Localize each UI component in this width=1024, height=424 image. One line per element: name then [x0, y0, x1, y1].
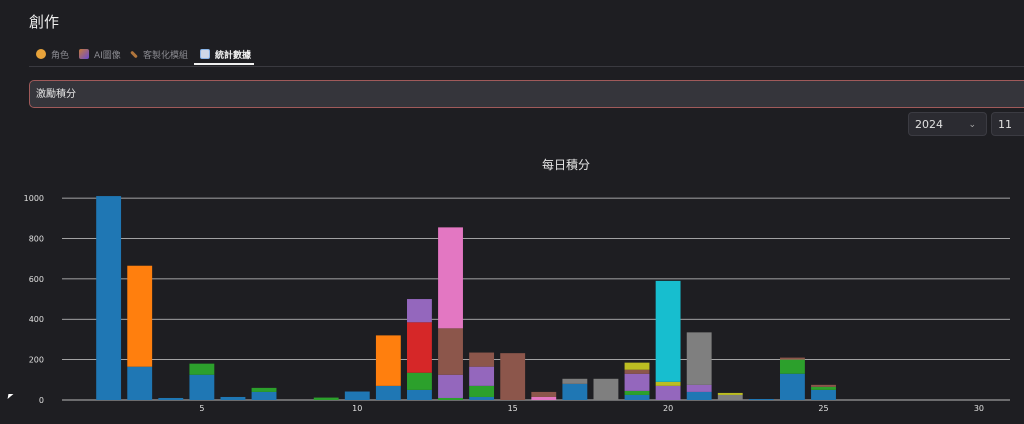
bar-segment: [655, 385, 681, 400]
bar-segment: [407, 389, 432, 400]
bar-segment: [748, 398, 774, 400]
y-tick-label: 600: [29, 275, 44, 284]
picture-icon: [79, 49, 89, 59]
tab-statistics[interactable]: 統計數據: [200, 44, 251, 64]
bar-segment: [189, 374, 215, 400]
bar-segment: [251, 391, 277, 400]
x-tick-label: 5: [199, 404, 204, 413]
bar-segment: [811, 386, 836, 390]
bar-segment: [313, 397, 339, 400]
bar-segment: [407, 372, 432, 390]
x-tick-label: 20: [663, 404, 673, 413]
bar-segment: [593, 378, 619, 400]
bar-segment: [624, 373, 650, 391]
tab-ai-image[interactable]: AI圖像: [79, 44, 121, 64]
bar-segment: [717, 392, 743, 395]
bar-segment: [779, 359, 805, 374]
bar-segment: [686, 384, 712, 392]
bar-segment: [220, 396, 246, 400]
tab-label: 客製化模組: [143, 50, 189, 61]
bar-segment: [127, 265, 153, 367]
bar-segment: [531, 396, 557, 400]
bar-segment: [438, 374, 463, 398]
year-value: 2024: [915, 118, 943, 131]
y-axis: 0 200 400 600 800 1000: [24, 194, 44, 405]
bar-segment: [469, 385, 495, 397]
bar-segment: [624, 362, 650, 370]
bar-segment: [500, 353, 526, 400]
bar-segment: [469, 396, 495, 400]
daily-points-chart: 每日積分 5 10 15 20 25 30 0 200 400 600 800 1000: [24, 157, 1010, 413]
bar-segment: [686, 332, 712, 385]
bar-segment: [779, 357, 805, 360]
bar-segment: [407, 322, 432, 373]
y-tick-label: 200: [29, 356, 44, 365]
bar-segment: [127, 366, 153, 400]
x-axis: 5 10 15 20 25 30: [199, 404, 984, 413]
y-tick-label: 400: [29, 315, 44, 324]
bar-segment: [438, 328, 463, 375]
bar-segment: [407, 299, 432, 323]
chart-bars: [96, 196, 836, 400]
bar-segment: [717, 394, 743, 400]
bar-segment: [624, 394, 650, 400]
bar-segment: [811, 389, 836, 400]
tab-label: AI圖像: [94, 50, 121, 61]
bar-segment: [375, 385, 401, 400]
x-tick-label: 15: [508, 404, 518, 413]
bar-segment: [562, 378, 588, 384]
month-select[interactable]: 11: [991, 112, 1024, 136]
x-tick-label: 10: [352, 404, 362, 413]
chart-grid: [62, 197, 1010, 401]
tab-custom-module[interactable]: 客製化模組: [130, 44, 188, 64]
bar-segment: [438, 397, 463, 400]
chart-icon: [200, 49, 210, 59]
bar-segment: [438, 227, 463, 329]
bar-segment: [562, 383, 588, 400]
y-tick-label: 800: [29, 234, 44, 243]
year-select[interactable]: 2024 ⌄: [908, 112, 987, 136]
tab-label: 統計數據: [215, 50, 252, 61]
chart-title: 每日積分: [542, 157, 590, 172]
hand-icon: [36, 49, 46, 59]
bar-segment: [655, 381, 681, 386]
tab-bar: 角色 AI圖像 客製化模組 統計數據: [29, 40, 1024, 67]
bar-segment: [624, 369, 650, 374]
bar-segment: [779, 373, 805, 400]
bar-segment: [469, 366, 495, 386]
page-title: 創作: [29, 13, 60, 31]
bar-segment: [344, 391, 370, 400]
x-tick-label: 25: [818, 404, 828, 413]
incentive-points-banner: 激勵積分: [29, 80, 1024, 108]
tab-label: 角色: [51, 50, 70, 61]
mouse-cursor: [7, 394, 14, 399]
bar-segment: [686, 391, 712, 400]
bar-segment: [251, 387, 277, 392]
chevron-down-icon: ⌄: [968, 120, 976, 130]
active-tab-indicator: [194, 63, 254, 65]
bar-segment: [811, 384, 836, 387]
bar-segment: [158, 397, 184, 400]
bar-segment: [375, 335, 401, 386]
bar-segment: [531, 391, 557, 397]
y-tick-label: 0: [39, 396, 44, 405]
month-value: 11: [998, 118, 1012, 131]
bar-segment: [469, 352, 495, 367]
bar-segment: [655, 280, 681, 382]
bar-segment: [96, 196, 122, 400]
y-tick-label: 1000: [24, 194, 44, 203]
tab-character[interactable]: 角色: [36, 44, 69, 64]
x-tick-label: 30: [974, 404, 984, 413]
hammer-icon: [130, 50, 138, 58]
bar-segment: [624, 390, 650, 395]
bar-segment: [189, 363, 215, 375]
